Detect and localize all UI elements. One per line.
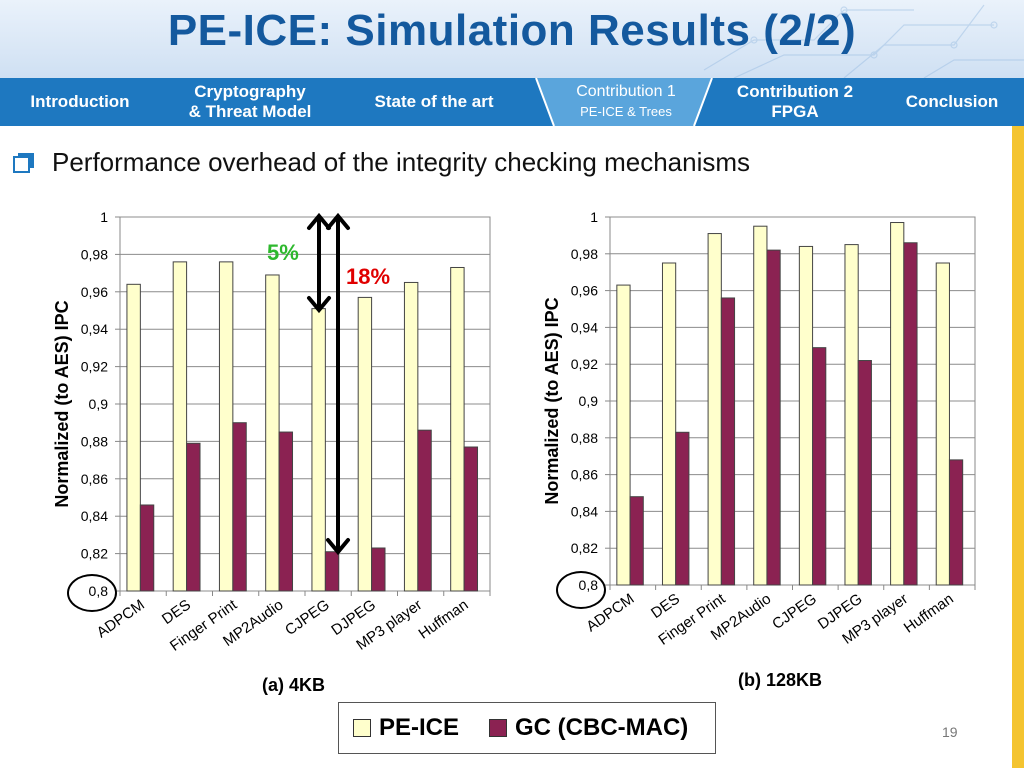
y-tick-label: 0,88 — [571, 430, 598, 446]
y-axis-label: Normalized (to AES) IPC — [52, 300, 72, 507]
nav-item-label: Contribution 1 — [576, 83, 676, 100]
overhead-arrows — [307, 212, 350, 556]
bar-gc-finger-print — [232, 422, 247, 592]
chart-legend: PE-ICE GC (CBC-MAC) — [338, 702, 716, 754]
bar-gc-finger-print — [720, 297, 736, 586]
bar-gc-djpeg — [857, 360, 872, 586]
x-tick-label: CJPEG — [282, 596, 333, 639]
section-nav: Introduction Cryptography & Threat Model… — [0, 78, 1024, 126]
bar-gc-mp3-player — [903, 242, 918, 586]
page-title: PE-ICE: Simulation Results (2/2) — [167, 6, 857, 55]
bar-pe-ice-mp3-player — [403, 281, 419, 592]
bar-pe-ice-huffman — [935, 262, 950, 586]
nav-item-sublabel: & Threat Model — [188, 102, 312, 121]
side-accent-bar — [1012, 126, 1024, 768]
y-tick-label: 0,84 — [571, 503, 598, 519]
y-tick-label: 0,94 — [81, 321, 108, 337]
y-tick-label: 0,86 — [571, 467, 598, 483]
nav-item-contribution-1[interactable]: Contribution 1 PE-ICE & Trees — [546, 78, 706, 126]
bar-pe-ice-mp3-player — [890, 222, 905, 586]
legend-label: PE-ICE — [379, 714, 460, 741]
bar-pe-ice-finger-print — [218, 261, 234, 592]
chart-caption-4kb: (a) 4KB — [262, 675, 326, 695]
chart-128kb: 0,80,820,840,860,880,90,920,940,960,981A… — [542, 209, 976, 649]
axis-min-highlight-ring — [67, 574, 117, 612]
y-tick-label: 0,86 — [81, 471, 108, 487]
bar-pe-ice-cjpeg — [798, 245, 814, 586]
bar-pe-ice-des — [172, 261, 188, 592]
legend-item-pe-ice: PE-ICE — [353, 714, 459, 742]
bar-gc-des — [675, 431, 690, 586]
bar-pe-ice-mp2audio — [265, 274, 280, 592]
y-tick-label: 0,92 — [81, 359, 108, 375]
bar-gc-huffman — [463, 446, 479, 592]
annotation-5pct: 5% — [267, 240, 299, 265]
bar-gc-des — [186, 442, 201, 592]
nav-item-conclusion[interactable]: Conclusion — [882, 78, 1022, 126]
legend-label: GC (CBC-MAC) — [515, 714, 689, 741]
bar-pe-ice-adpcm — [616, 284, 631, 586]
nav-background — [0, 78, 1024, 126]
y-tick-label: 0,9 — [579, 393, 599, 409]
circuit-decoration — [703, 4, 1024, 78]
bullet-text: Performance overhead of the integrity ch… — [52, 147, 751, 177]
bar-gc-mp2audio — [278, 431, 294, 592]
y-tick-label: 1 — [590, 209, 598, 225]
page-number: 19 — [942, 724, 958, 740]
x-tick-label: DES — [648, 590, 683, 622]
y-tick-label: 0,98 — [81, 246, 108, 262]
y-tick-label: 0,96 — [81, 284, 108, 300]
bar-gc-cjpeg — [324, 551, 340, 592]
y-tick-label: 0,82 — [571, 540, 598, 556]
nav-item-label: Cryptography — [194, 82, 306, 101]
nav-item-sublabel: PE-ICE & Trees — [580, 104, 672, 119]
nav-item-label: Contribution 2 — [736, 82, 854, 101]
bar-gc-cjpeg — [812, 347, 827, 586]
bar-pe-ice-des — [661, 262, 677, 586]
bar-pe-ice-adpcm — [126, 283, 141, 592]
x-tick-label: CJPEG — [769, 590, 820, 633]
legend-item-gc: GC (CBC-MAC) — [489, 714, 688, 742]
x-tick-label: Huffman — [416, 596, 472, 642]
y-tick-label: 1 — [100, 209, 108, 225]
chart-4kb: 0,80,820,840,860,880,90,920,940,960,981A… — [52, 209, 491, 655]
bar-gc-djpeg — [371, 547, 386, 592]
nav-item-introduction[interactable]: Introduction — [0, 78, 160, 126]
nav-item-label: Conclusion — [905, 92, 999, 111]
nav-item-contribution-2[interactable]: Contribution 2 FPGA — [712, 78, 878, 126]
chart-caption-128kb: (b) 128KB — [738, 670, 823, 690]
nav-item-state-of-the-art[interactable]: State of the art — [340, 78, 528, 126]
nav-item-label: Introduction — [30, 92, 130, 111]
bar-pe-ice-mp2audio — [753, 225, 768, 586]
annotation-18pct: 18% — [346, 264, 391, 289]
nav-item-cryptography[interactable]: Cryptography & Threat Model — [160, 78, 340, 126]
axis-min-highlight-ring — [556, 571, 606, 609]
bar-gc-adpcm — [139, 504, 155, 592]
y-axis-label: Normalized (to AES) IPC — [542, 297, 562, 504]
legend-swatch — [489, 719, 507, 737]
y-tick-label: 0,96 — [571, 283, 598, 299]
y-tick-label: 0,94 — [571, 319, 598, 335]
legend-swatch — [353, 719, 371, 737]
y-tick-label: 0,98 — [571, 246, 598, 262]
bar-gc-mp3-player — [417, 429, 432, 592]
x-tick-label: Huffman — [901, 590, 957, 636]
bar-gc-adpcm — [629, 496, 644, 586]
bar-gc-huffman — [948, 459, 964, 586]
y-tick-label: 0,92 — [571, 356, 598, 372]
bullet-icon — [13, 153, 34, 173]
x-tick-label: DES — [159, 596, 194, 628]
y-tick-label: 0,84 — [81, 508, 108, 524]
bar-pe-ice-djpeg — [357, 296, 373, 592]
bar-pe-ice-finger-print — [707, 233, 722, 586]
y-tick-label: 0,82 — [81, 546, 108, 562]
nav-item-sublabel: FPGA — [771, 102, 819, 121]
y-tick-label: 0,88 — [81, 433, 108, 449]
bar-gc-mp2audio — [766, 249, 781, 586]
bar-pe-ice-djpeg — [844, 244, 859, 586]
bar-pe-ice-huffman — [450, 266, 465, 592]
nav-item-label: State of the art — [374, 92, 494, 111]
y-tick-label: 0,9 — [89, 396, 109, 412]
title-band: PE-ICE: Simulation Results (2/2) — [0, 0, 1024, 78]
